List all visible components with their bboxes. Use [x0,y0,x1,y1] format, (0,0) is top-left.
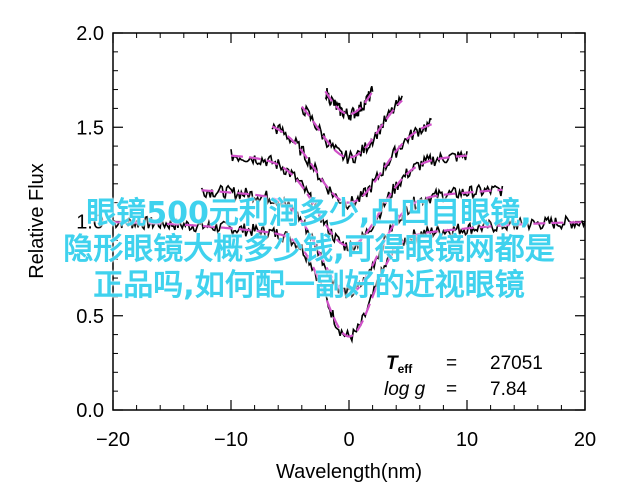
parameter-annotation: Teff = 27051 log g = 7.84 [384,353,543,400]
teff-equals: = [446,353,457,374]
model-fit-line [324,90,374,116]
teff-subscript: eff [398,362,414,376]
model-fit-line [300,99,403,159]
logg-value: 7.84 [490,379,527,400]
observed-spectrum-line [301,94,403,164]
overlay-line-1: 眼镜500元利润多少,凸凹目眼镜, [86,196,532,231]
model-fit-line [201,188,503,295]
model-fit-line [230,154,468,248]
observed-spectrum-line [324,85,374,121]
overlay-line-2: 隐形眼镜大概多少钱,可得眼镜网都是 [63,232,555,267]
observed-spectrum-line [200,183,504,299]
x-tick-label: −10 [214,429,248,451]
y-tick-label: 0.0 [76,400,104,422]
y-tick-label: 1.0 [76,212,104,234]
overlay-line-3: 正品吗,如何配一副好的近视眼镜 [93,268,525,303]
model-fit-line [113,221,585,338]
y-tick-label: 2.0 [76,23,104,45]
model-fit-line [271,123,432,204]
logg-equals: = [446,379,457,400]
x-tick-label: 0 [343,429,354,451]
logg-label: log g [384,379,426,400]
x-axis-label: Wavelength(nm) [276,461,422,483]
y-tick-label: 0.5 [76,306,104,328]
observed-spectrum-line [230,149,468,255]
x-tick-label: 20 [574,429,596,451]
teff-value: 27051 [490,353,543,374]
teff-label: Teff [386,353,413,376]
y-tick-label: 1.5 [76,117,104,139]
x-tick-label: 10 [456,429,478,451]
x-tick-label: −20 [96,429,130,451]
y-axis-label: Relative Flux [26,163,48,279]
watermark-overlay-text: 眼镜500元利润多少,凸凹目眼镜, 隐形眼镜大概多少钱,可得眼镜网都是 正品吗,… [6,196,612,304]
observed-spectrum-line [271,117,432,211]
